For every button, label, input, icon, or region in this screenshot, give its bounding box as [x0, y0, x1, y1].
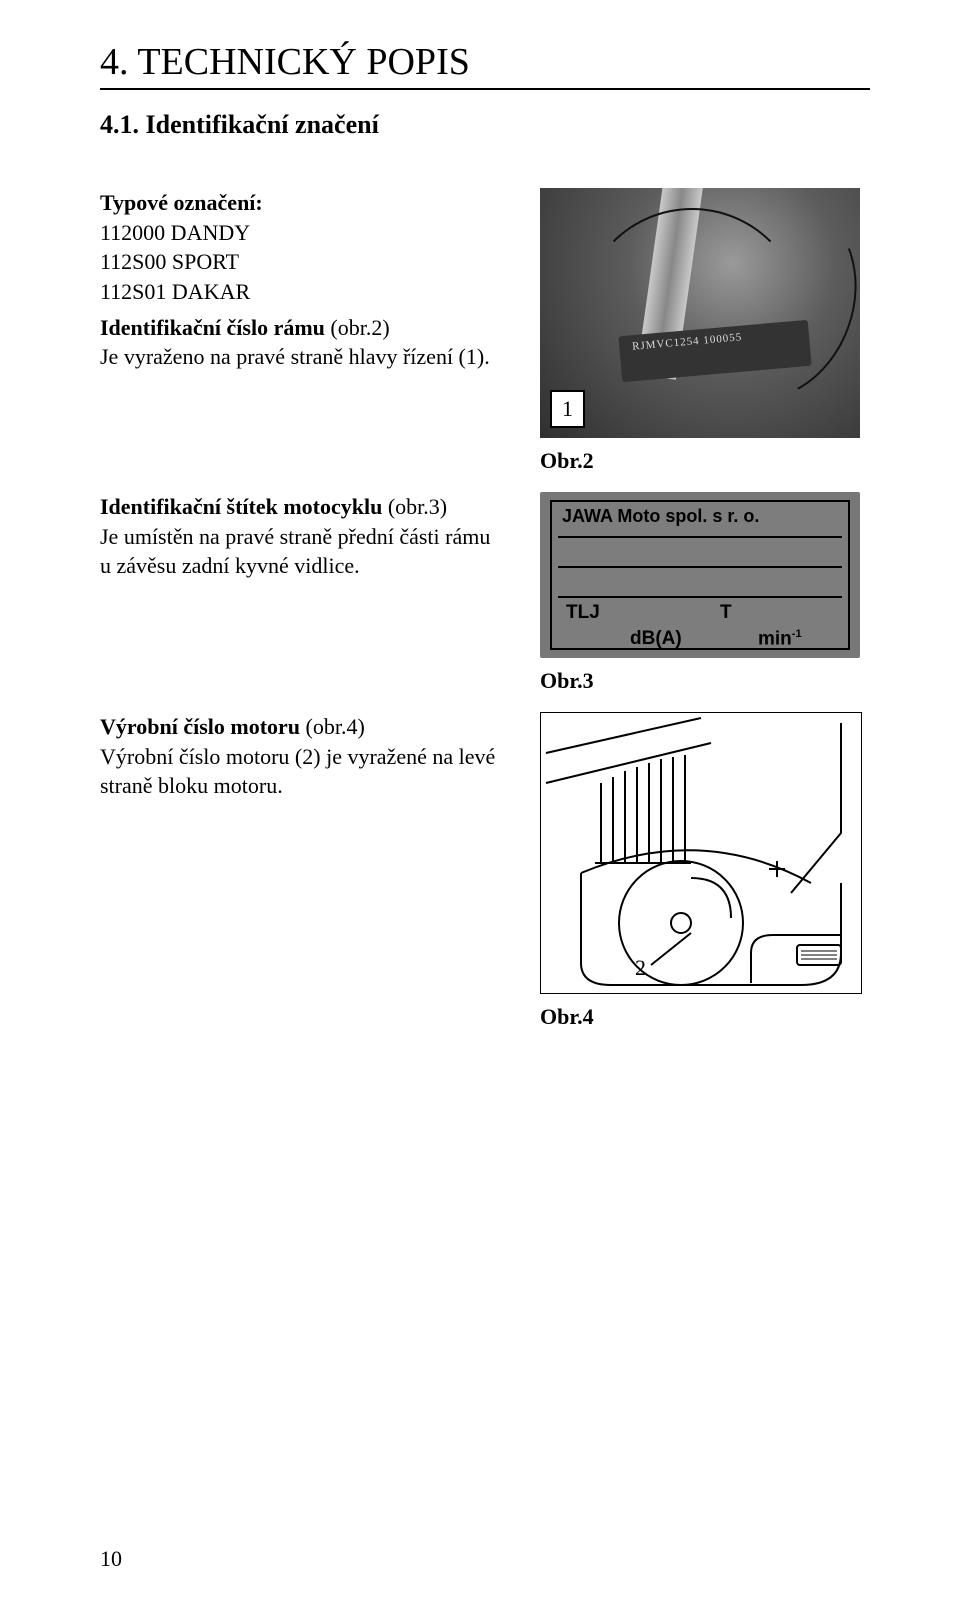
fig3-min-text: min — [758, 628, 792, 649]
row-2: Identifikační štítek motocyklu (obr.3) J… — [100, 492, 870, 708]
fig3-brand: JAWA Moto spol. s r. o. — [562, 506, 759, 527]
frame-number-ref: (obr.2) — [330, 315, 389, 340]
frame-number-line: Identifikační číslo rámu (obr.2) — [100, 313, 500, 343]
type-line-3: 112S01 DAKAR — [100, 277, 500, 307]
type-line-2: 112S00 SPORT — [100, 247, 500, 277]
engine-no-title: Výrobní číslo motoru — [100, 714, 300, 739]
fig3-line-3 — [558, 596, 842, 598]
subsection-heading: 4.1. Identifikační značení — [100, 110, 870, 140]
id-plate-ref: (obr.3) — [388, 494, 447, 519]
fig3-label-tlj: TLJ — [566, 602, 600, 624]
page-number: 10 — [100, 1546, 122, 1572]
engine-no-text: Výrobní číslo motoru (2) je vyražené na … — [100, 742, 500, 801]
type-line-1: 112000 DANDY — [100, 218, 500, 248]
figure-4-caption: Obr.4 — [540, 1004, 870, 1030]
type-designation-title: Typové označení: — [100, 188, 500, 218]
row-3: Výrobní číslo motoru (obr.4) Výrobní čís… — [100, 712, 870, 1044]
figure-4-wrap: 2 Obr.4 — [540, 712, 870, 1044]
fig2-callout-1: 1 — [550, 390, 585, 428]
fig3-label-dba: dB(A) — [630, 628, 682, 650]
frame-number-text: Je vyraženo na pravé straně hlavy řízení… — [100, 342, 500, 372]
fig4-svg: 2 — [541, 713, 861, 993]
fig3-line-1 — [558, 536, 842, 538]
page: 4. TECHNICKÝ POPIS 4.1. Identifikační zn… — [0, 0, 960, 1602]
fig3-label-t: T — [720, 602, 732, 624]
section-heading: 4. TECHNICKÝ POPIS — [100, 40, 870, 84]
figure-3-wrap: JAWA Moto spol. s r. o. TLJ T dB(A) min-… — [540, 492, 870, 708]
fig4-callout-2-text: 2 — [635, 955, 646, 980]
heading-rule — [100, 88, 870, 90]
engine-no-ref: (obr.4) — [306, 714, 365, 739]
frame-number-title: Identifikační číslo rámu — [100, 315, 325, 340]
block-id-plate: Identifikační štítek motocyklu (obr.3) J… — [100, 492, 500, 581]
block-engine-no: Výrobní číslo motoru (obr.4) Výrobní čís… — [100, 712, 500, 801]
figure-2-wrap: RJMVC1254 100055 1 Obr.2 — [540, 188, 870, 488]
figure-3-caption: Obr.3 — [540, 668, 870, 694]
fig3-label-min: min-1 — [758, 628, 802, 650]
row-1: Typové označení: 112000 DANDY 112S00 SPO… — [100, 188, 870, 488]
id-plate-text: Je umístěn na pravé straně přední části … — [100, 522, 500, 581]
fig3-line-2 — [558, 566, 842, 568]
figure-3-plate: JAWA Moto spol. s r. o. TLJ T dB(A) min-… — [540, 492, 860, 658]
id-plate-title: Identifikační štítek motocyklu — [100, 494, 382, 519]
figure-4-drawing: 2 — [540, 712, 862, 994]
block-type-designation: Typové označení: 112000 DANDY 112S00 SPO… — [100, 188, 500, 372]
fig3-min-exp: -1 — [792, 628, 802, 640]
figure-2-photo: RJMVC1254 100055 1 — [540, 188, 860, 438]
figure-2-caption: Obr.2 — [540, 448, 870, 474]
